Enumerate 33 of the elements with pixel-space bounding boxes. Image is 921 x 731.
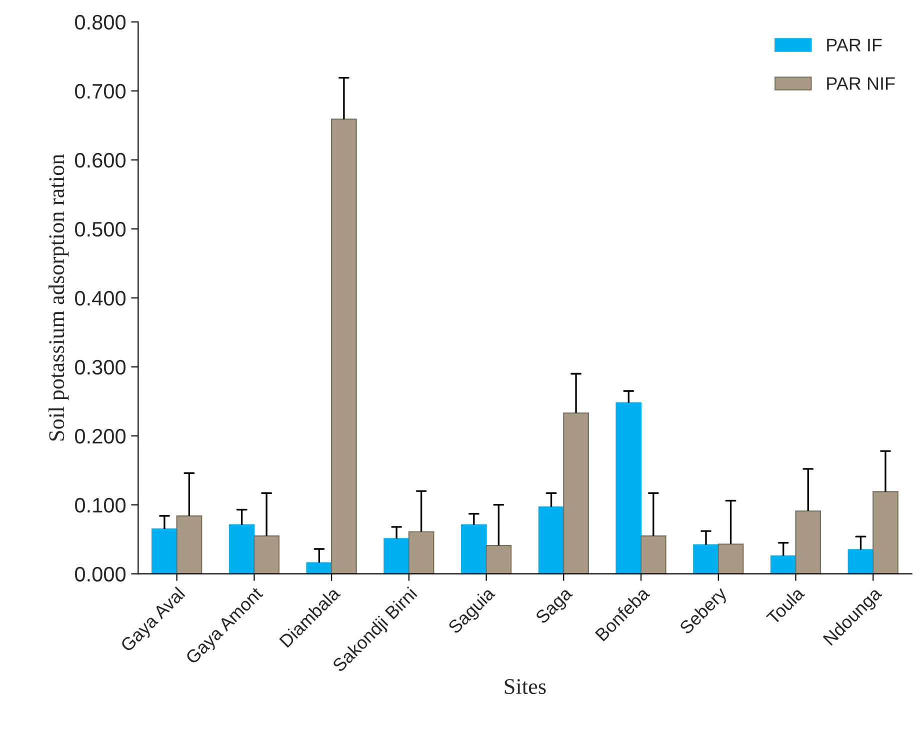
bar xyxy=(176,515,202,574)
y-tick-label: 0.000 xyxy=(75,566,126,582)
bar xyxy=(640,535,666,574)
bar xyxy=(331,118,357,574)
legend-label: PAR IF xyxy=(827,38,882,52)
bar xyxy=(563,412,589,574)
y-tick-label: 0.800 xyxy=(75,14,126,30)
bar xyxy=(486,544,512,574)
bar xyxy=(872,491,898,574)
y-tick-label: 0.600 xyxy=(75,152,126,168)
bar xyxy=(306,562,332,574)
bar xyxy=(152,528,178,574)
legend-label: PAR NIF xyxy=(827,77,895,90)
bar xyxy=(770,555,796,574)
bar xyxy=(384,538,410,574)
y-tick-label: 0.300 xyxy=(75,360,126,375)
bar xyxy=(718,544,744,574)
bar xyxy=(460,524,487,574)
y-tick-label: 0.200 xyxy=(75,428,126,444)
bar xyxy=(848,549,874,574)
y-tick-label: 0.500 xyxy=(75,222,126,237)
y-tick-label: 0.100 xyxy=(75,498,126,513)
bar xyxy=(693,544,719,574)
bar xyxy=(254,535,280,574)
bar xyxy=(538,506,564,574)
bar xyxy=(228,524,255,574)
bar xyxy=(795,510,822,574)
bar xyxy=(616,402,642,574)
y-axis-title: Soil potassium adsorption ration xyxy=(48,154,69,441)
x-axis-title: Sites xyxy=(504,679,546,694)
y-tick-label: 0.700 xyxy=(75,84,126,99)
y-tick-label: 0.400 xyxy=(75,290,126,306)
bar xyxy=(408,531,434,574)
